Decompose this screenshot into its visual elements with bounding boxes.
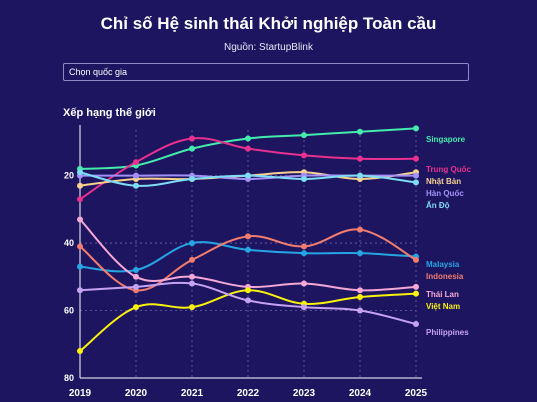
y-tick-label-40: 40 <box>64 238 74 248</box>
x-tick-label-2020: 2020 <box>125 388 148 399</box>
data-point-an-do-2023 <box>301 175 307 182</box>
data-point-trung-quoc-2022 <box>245 145 251 152</box>
data-point-singapore-2024 <box>357 128 363 135</box>
data-point-malaysia-2019 <box>77 263 83 270</box>
series-label-singapore: Singapore <box>426 135 466 144</box>
data-point-viet-nam-2021 <box>189 304 195 311</box>
data-point-viet-nam-2020 <box>133 304 139 311</box>
y-tick-label-20: 20 <box>64 171 74 181</box>
data-point-malaysia-2021 <box>189 240 195 247</box>
data-point-philippines-2019 <box>77 287 83 294</box>
data-point-thai-lan-2024 <box>357 287 363 294</box>
series-label-viet-nam: Việt Nam <box>426 302 460 311</box>
data-point-thai-lan-2020 <box>133 273 139 280</box>
data-point-thai-lan-2023 <box>301 280 307 287</box>
country-select[interactable]: Chọn quốc gia <box>63 63 469 81</box>
data-point-indonesia-2025 <box>413 256 419 263</box>
data-point-indonesia-2022 <box>245 233 251 240</box>
data-point-singapore-2021 <box>189 145 195 152</box>
source-note: Nguồn: StartupBlink <box>224 42 313 53</box>
series-label-han-quoc: Hàn Quốc <box>426 189 464 198</box>
data-point-philippines-2024 <box>357 307 363 314</box>
data-point-han-quoc-2025 <box>413 172 419 179</box>
data-point-singapore-2023 <box>301 132 307 139</box>
data-point-viet-nam-2022 <box>245 287 251 294</box>
data-point-indonesia-2024 <box>357 226 363 233</box>
data-point-philippines-2023 <box>301 304 307 311</box>
series-label-an-do: Ấn Độ <box>426 200 450 210</box>
data-point-philippines-2020 <box>133 283 139 290</box>
data-point-malaysia-2023 <box>301 250 307 257</box>
data-point-thai-lan-2019 <box>77 216 83 223</box>
x-tick-label-2019: 2019 <box>69 388 92 399</box>
y-axis-title: Xếp hạng thế giới <box>63 107 156 119</box>
series-label-thai-lan: Thái Lan <box>426 290 459 299</box>
data-point-trung-quoc-2019 <box>77 196 83 203</box>
data-point-indonesia-2023 <box>301 243 307 250</box>
data-point-an-do-2025 <box>413 179 419 186</box>
data-point-an-do-2024 <box>357 172 363 179</box>
data-point-indonesia-2021 <box>189 256 195 263</box>
page-title: Chỉ số Hệ sinh thái Khởi nghiệp Toàn cầu <box>100 14 437 33</box>
series-label-malaysia: Malaysia <box>426 260 460 269</box>
series-label-indonesia: Indonesia <box>426 272 464 281</box>
data-point-an-do-2020 <box>133 182 139 189</box>
data-point-trung-quoc-2024 <box>357 155 363 162</box>
x-tick-label-2021: 2021 <box>181 388 204 399</box>
data-point-viet-nam-2025 <box>413 290 419 297</box>
y-tick-label-60: 60 <box>64 306 74 316</box>
data-point-trung-quoc-2025 <box>413 155 419 162</box>
data-point-singapore-2022 <box>245 135 251 142</box>
data-point-han-quoc-2020 <box>133 172 139 179</box>
data-point-an-do-2021 <box>189 175 195 182</box>
data-point-an-do-2022 <box>245 172 251 179</box>
data-point-philippines-2022 <box>245 297 251 304</box>
data-point-trung-quoc-2020 <box>133 159 139 166</box>
data-point-indonesia-2019 <box>77 243 83 250</box>
x-tick-label-2025: 2025 <box>405 388 428 399</box>
data-point-thai-lan-2025 <box>413 283 419 290</box>
data-point-malaysia-2022 <box>245 246 251 253</box>
data-point-philippines-2021 <box>189 280 195 287</box>
y-tick-label-80: 80 <box>64 373 74 383</box>
data-point-thai-lan-2021 <box>189 273 195 280</box>
x-tick-label-2023: 2023 <box>293 388 316 399</box>
data-point-malaysia-2020 <box>133 267 139 274</box>
series-label-philippines: Philippines <box>426 328 469 337</box>
data-point-an-do-2019 <box>77 169 83 176</box>
data-point-singapore-2025 <box>413 125 419 132</box>
x-tick-label-2022: 2022 <box>237 388 260 399</box>
data-point-trung-quoc-2021 <box>189 135 195 142</box>
data-point-malaysia-2024 <box>357 250 363 257</box>
data-point-nhat-ban-2019 <box>77 182 83 189</box>
data-point-trung-quoc-2023 <box>301 152 307 159</box>
series-label-nhat-ban: Nhật Bản <box>426 177 461 186</box>
data-point-philippines-2025 <box>413 321 419 328</box>
series-label-trung-quoc: Trung Quốc <box>426 165 471 174</box>
data-point-viet-nam-2024 <box>357 294 363 301</box>
data-point-viet-nam-2019 <box>77 348 83 355</box>
x-tick-label-2024: 2024 <box>349 388 372 399</box>
